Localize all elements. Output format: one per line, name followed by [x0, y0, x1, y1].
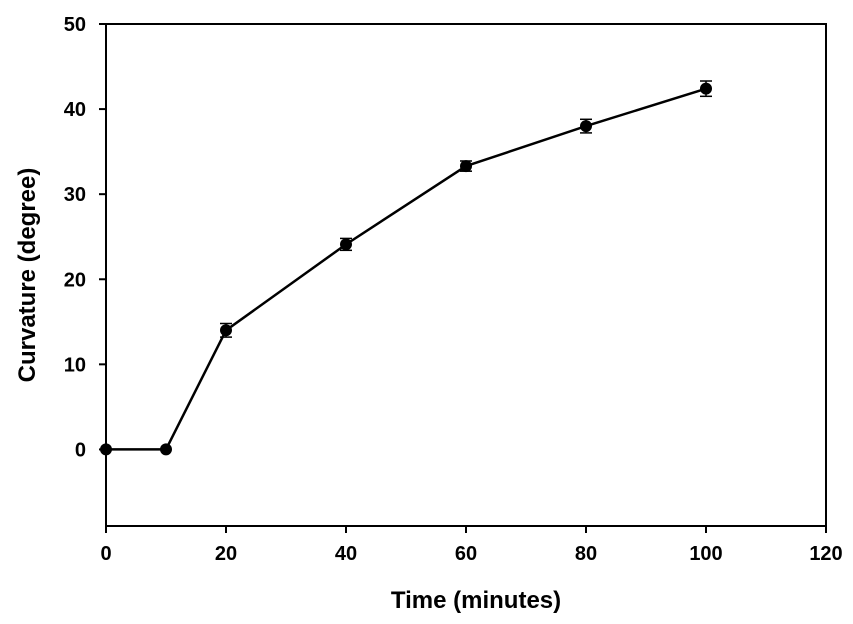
- x-axis-title: Time (minutes): [391, 587, 561, 614]
- y-tick-label: 10: [64, 354, 86, 376]
- y-tick-label: 0: [75, 439, 86, 461]
- data-point: [460, 160, 472, 173]
- x-tick-label: 60: [455, 543, 477, 565]
- y-axis-title: Curvature (degree): [14, 168, 41, 383]
- y-tick-label: 30: [64, 184, 86, 206]
- x-tick-label: 0: [100, 543, 111, 565]
- data-point: [100, 443, 112, 456]
- data-point: [580, 120, 592, 133]
- x-tick-label: 20: [215, 543, 237, 565]
- y-tick-label: 20: [64, 269, 86, 291]
- series-line: [106, 87, 707, 451]
- y-axis-ticks: 0 10 20 30 40 50: [64, 14, 106, 461]
- plot-area-frame: [105, 23, 827, 527]
- x-tick-label: 80: [575, 543, 597, 565]
- data-point: [160, 443, 172, 456]
- x-tick-label: 120: [809, 543, 842, 565]
- y-tick-label: 50: [64, 14, 86, 36]
- data-point: [340, 238, 352, 251]
- x-tick-label: 40: [335, 543, 357, 565]
- x-tick-label: 100: [689, 543, 722, 565]
- x-axis-ticks: 0 20 40 60 80 100 120: [100, 526, 843, 565]
- series-layer: [100, 80, 712, 456]
- data-point: [700, 82, 712, 95]
- data-point: [220, 324, 232, 337]
- y-tick-label: 40: [64, 99, 86, 121]
